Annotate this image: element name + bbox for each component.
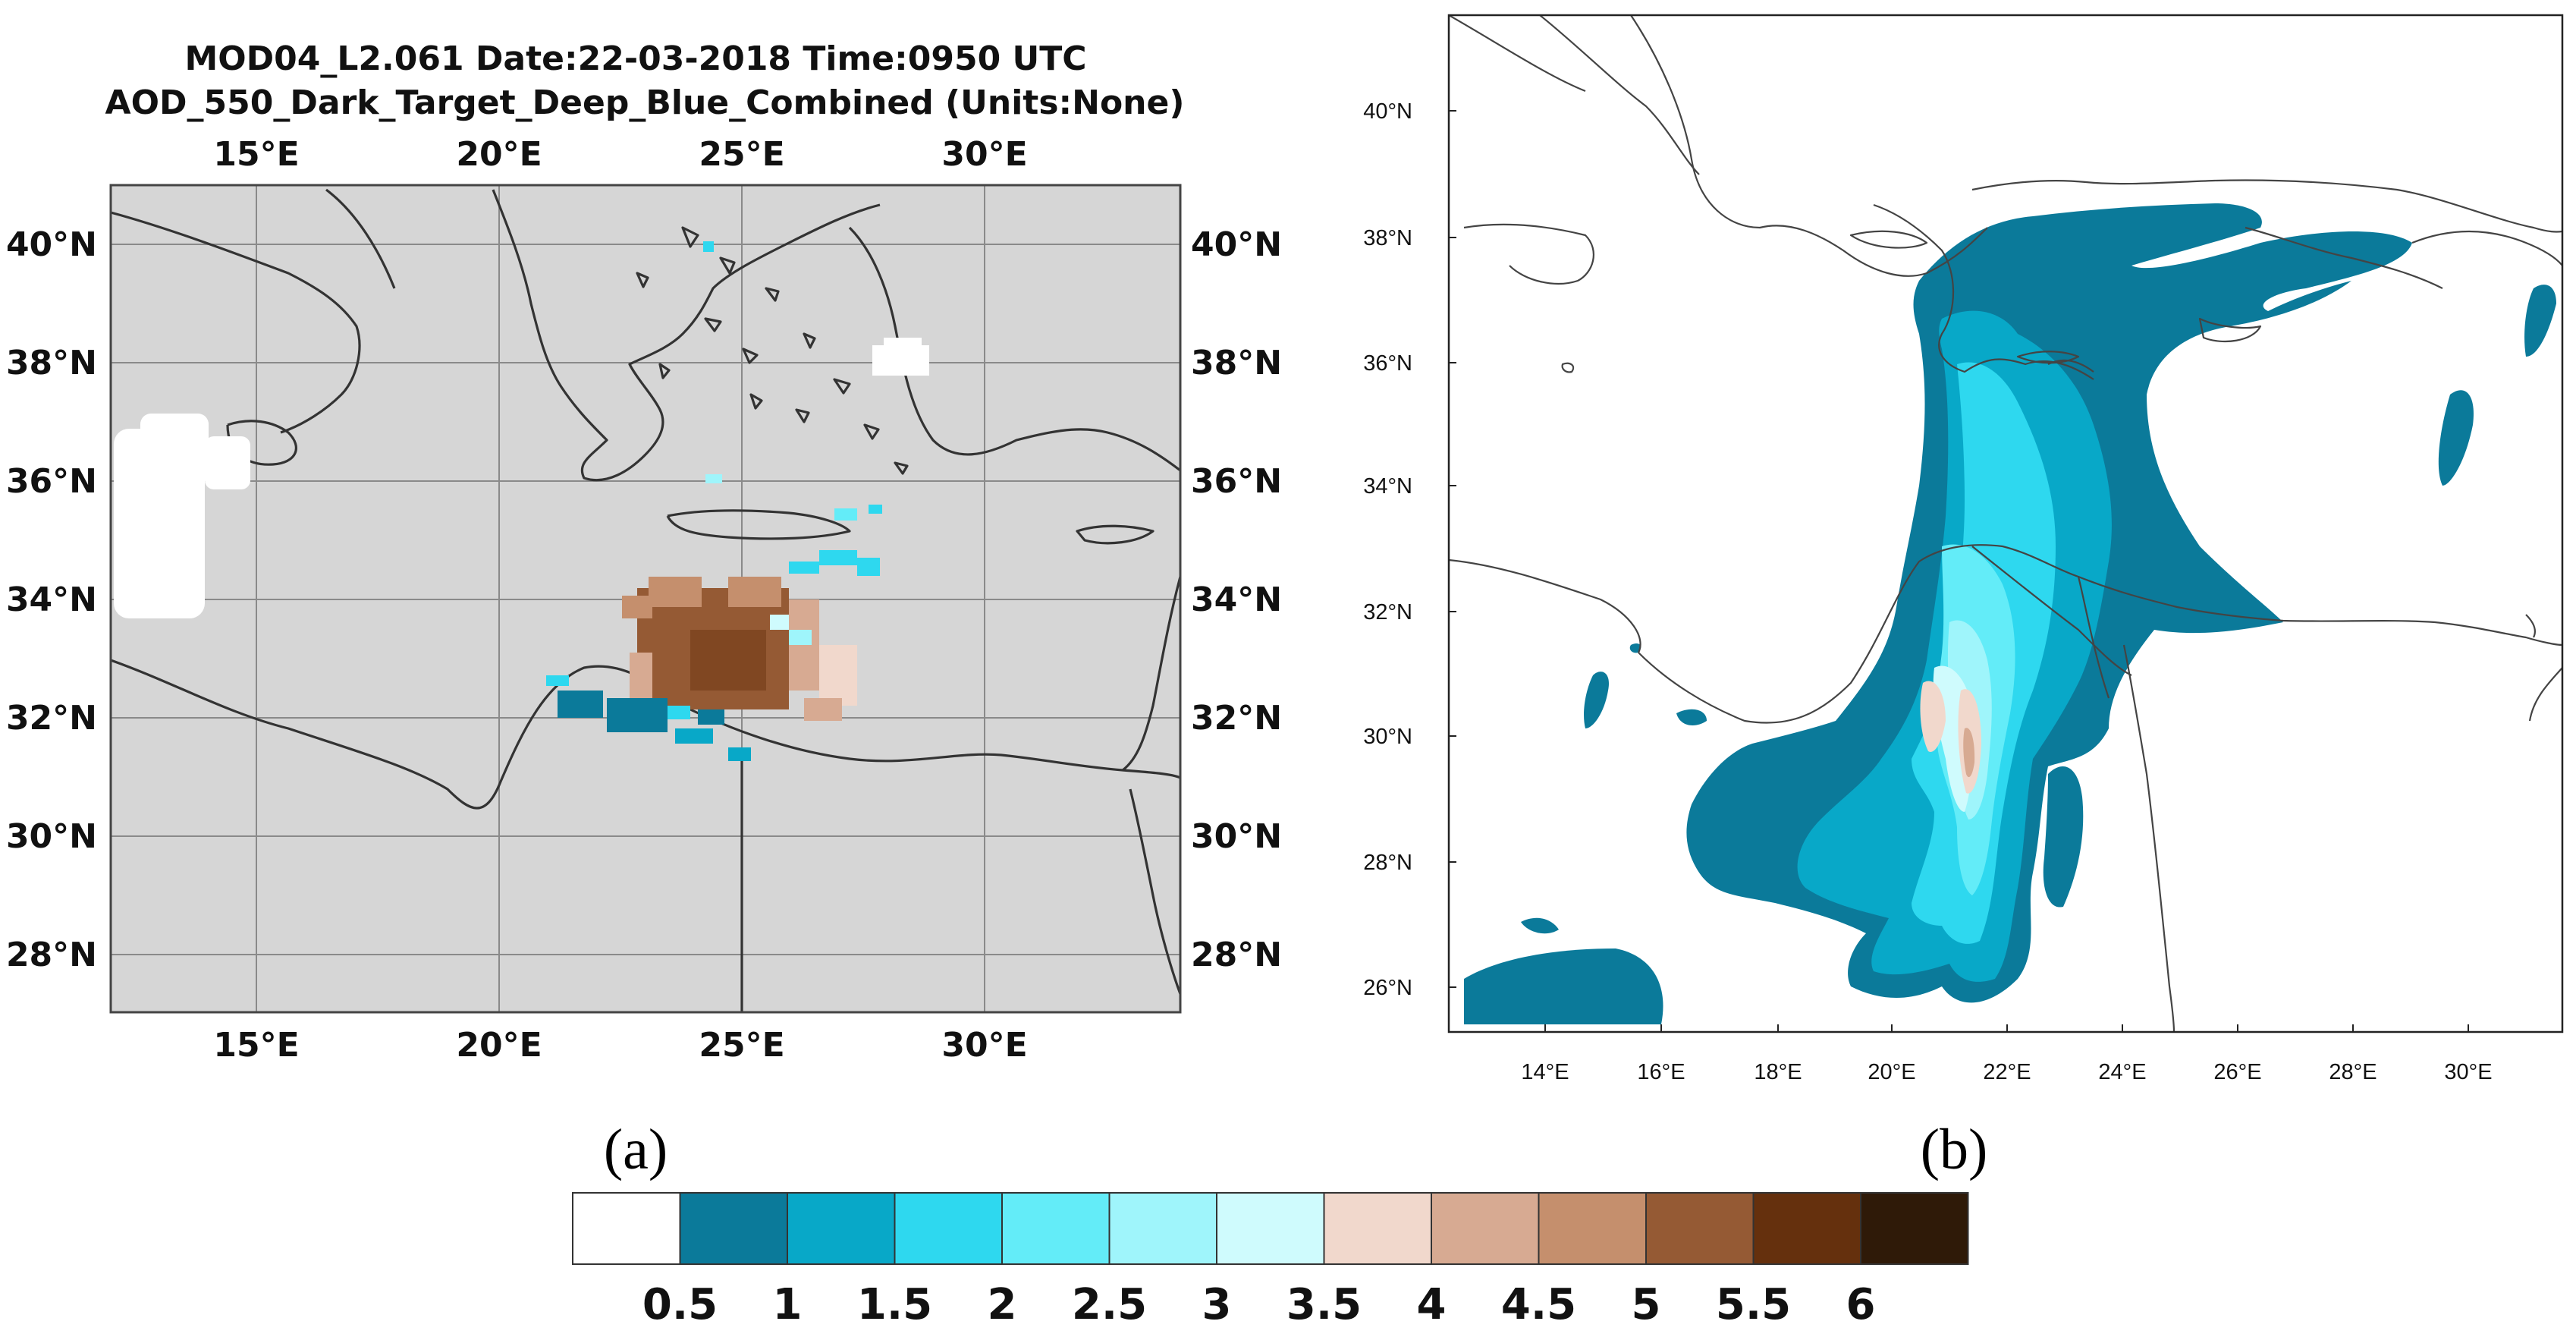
svg-text:16°E: 16°E xyxy=(1637,1060,1685,1084)
svg-text:30°N: 30°N xyxy=(1191,817,1282,856)
panel-a-coastlines xyxy=(111,188,1180,1012)
panel-b-lon-ticks: 14°E 16°E 18°E 20°E 22°E 24°E 26°E 28°E … xyxy=(1521,1024,2493,1084)
svg-text:32°N: 32°N xyxy=(6,699,97,738)
colorbar-tick-label: 5.5 xyxy=(1716,1280,1791,1329)
colorbar-tick-label: 6 xyxy=(1846,1280,1876,1329)
svg-text:28°N: 28°N xyxy=(1363,851,1412,875)
svg-text:38°N: 38°N xyxy=(6,344,97,382)
panel-b: 40°N 38°N 36°N 34°N 32°N 30°N 28°N 26°N … xyxy=(1363,14,2564,1181)
colorbar-box xyxy=(1216,1192,1325,1265)
svg-text:34°N: 34°N xyxy=(1363,474,1412,499)
svg-text:30°E: 30°E xyxy=(941,1026,1027,1065)
panel-a-header-line2: AOD_550_Dark_Target_Deep_Blue_Combined (… xyxy=(105,83,1185,122)
panel-a-right-lat-ticks: 40°N 38°N 36°N 34°N 32°N 30°N 28°N xyxy=(1191,225,1282,974)
colorbar-box xyxy=(1645,1192,1755,1265)
svg-text:30°E: 30°E xyxy=(941,135,1027,174)
svg-text:26°N: 26°N xyxy=(1363,976,1412,1000)
svg-text:15°E: 15°E xyxy=(213,135,299,174)
colorbar-tick-label: 0.5 xyxy=(642,1280,718,1329)
svg-text:26°E: 26°E xyxy=(2213,1060,2261,1084)
colorbar-tick-label: 1.5 xyxy=(857,1280,932,1329)
svg-text:40°N: 40°N xyxy=(6,225,97,264)
svg-text:40°N: 40°N xyxy=(1363,99,1412,124)
colorbar-tick-label: 5 xyxy=(1632,1280,1661,1329)
panel-a-bottom-lon-ticks: 15°E 20°E 25°E 30°E xyxy=(213,1026,1027,1065)
colorbar-box xyxy=(1108,1192,1217,1265)
svg-text:20°E: 20°E xyxy=(456,135,542,174)
colorbar-tick-label: 3.5 xyxy=(1286,1280,1362,1329)
colorbar-box xyxy=(894,1192,1003,1265)
panel-b-label: (b) xyxy=(1921,1118,1988,1181)
svg-text:18°E: 18°E xyxy=(1754,1060,1802,1084)
svg-text:40°N: 40°N xyxy=(1191,225,1282,264)
panel-b-aod-contours xyxy=(1464,203,2556,1024)
svg-text:36°N: 36°N xyxy=(6,462,97,501)
colorbar-tick-label: 1 xyxy=(773,1280,803,1329)
colorbar-box xyxy=(1431,1192,1540,1265)
colorbar-tick-label: 2 xyxy=(988,1280,1017,1329)
svg-text:30°E: 30°E xyxy=(2444,1060,2492,1084)
panel-a-label: (a) xyxy=(604,1118,668,1181)
panel-b-coastlines xyxy=(1449,15,2562,1032)
svg-text:14°E: 14°E xyxy=(1521,1060,1569,1084)
svg-text:20°E: 20°E xyxy=(456,1026,542,1065)
svg-text:20°E: 20°E xyxy=(1868,1060,1915,1084)
colorbar-box xyxy=(679,1192,788,1265)
panel-b-frame xyxy=(1447,14,2564,1033)
panel-b-lat-ticks: 40°N 38°N 36°N 34°N 32°N 30°N 28°N 26°N xyxy=(1363,99,1456,1000)
svg-text:32°N: 32°N xyxy=(1363,600,1412,624)
colorbar-box xyxy=(787,1192,896,1265)
svg-text:25°E: 25°E xyxy=(699,135,784,174)
svg-text:36°N: 36°N xyxy=(1363,351,1412,376)
svg-text:32°N: 32°N xyxy=(1191,699,1282,738)
panel-a-top-lon-ticks: 15°E 20°E 25°E 30°E xyxy=(213,135,1027,174)
svg-text:28°N: 28°N xyxy=(1191,936,1282,974)
svg-text:38°N: 38°N xyxy=(1191,344,1282,382)
colorbar-box xyxy=(1860,1192,1969,1265)
svg-text:38°N: 38°N xyxy=(1363,226,1412,250)
svg-text:28°E: 28°E xyxy=(2329,1060,2377,1084)
svg-text:30°N: 30°N xyxy=(1363,725,1412,749)
panel-a-left-lat-ticks: 40°N 38°N 36°N 34°N 32°N 30°N 28°N xyxy=(6,225,97,974)
svg-text:25°E: 25°E xyxy=(699,1026,784,1065)
panel-a: MOD04_L2.061 Date:22-03-2018 Time:0950 U… xyxy=(6,39,1282,1181)
panel-a-aod-pixels xyxy=(114,241,929,761)
colorbar-box xyxy=(1538,1192,1647,1265)
colorbar-tick-label: 4.5 xyxy=(1501,1280,1576,1329)
svg-text:36°N: 36°N xyxy=(1191,462,1282,501)
colorbar-tick-label: 3 xyxy=(1202,1280,1232,1329)
colorbar-box xyxy=(1323,1192,1432,1265)
panel-a-header-line1: MOD04_L2.061 Date:22-03-2018 Time:0950 U… xyxy=(184,39,1086,78)
svg-text:24°E: 24°E xyxy=(2098,1060,2146,1084)
svg-text:34°N: 34°N xyxy=(1191,580,1282,619)
colorbar-box xyxy=(1001,1192,1111,1265)
svg-text:34°N: 34°N xyxy=(6,580,97,619)
svg-text:30°N: 30°N xyxy=(6,817,97,856)
colorbar-tick-label: 2.5 xyxy=(1072,1280,1147,1329)
svg-text:15°E: 15°E xyxy=(213,1026,299,1065)
svg-text:28°N: 28°N xyxy=(6,936,97,974)
panel-a-frame xyxy=(109,184,1182,1014)
colorbar: 0.5 1 1.5 2 2.5 3 3.5 4 4.5 5 5.5 6 xyxy=(572,1192,1969,1329)
colorbar-box xyxy=(1752,1192,1861,1265)
colorbar-boxes xyxy=(572,1192,1969,1265)
svg-text:22°E: 22°E xyxy=(1983,1060,2031,1084)
colorbar-box xyxy=(572,1192,681,1265)
colorbar-tick-label: 4 xyxy=(1417,1280,1447,1329)
colorbar-labels: 0.5 1 1.5 2 2.5 3 3.5 4 4.5 5 5.5 6 xyxy=(642,1280,1876,1329)
